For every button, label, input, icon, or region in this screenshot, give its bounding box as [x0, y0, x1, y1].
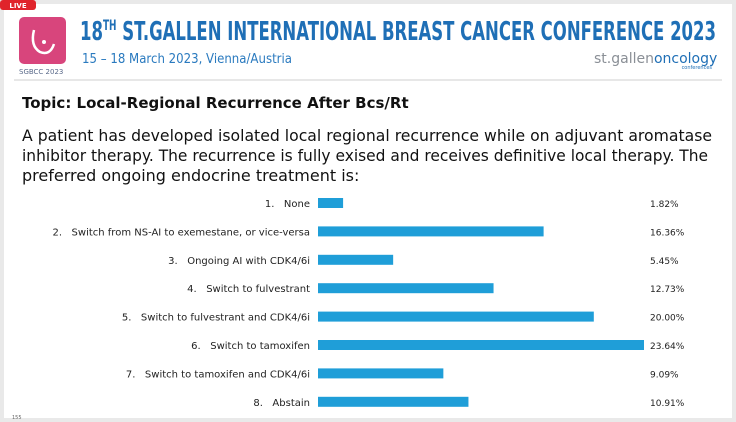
category-label: 2. Switch from NS-AI to exemestane, or v… — [52, 227, 310, 238]
bar — [318, 311, 594, 322]
logo-dot — [42, 40, 46, 44]
logo — [19, 17, 66, 64]
topic: Topic: Local-Regional Recurrence After B… — [22, 94, 409, 112]
category-label: 3. Ongoing AI with CDK4/6i — [168, 256, 310, 267]
title-rest: ST.GALLEN INTERNATIONAL BREAST CANCER CO… — [116, 17, 716, 47]
bar — [318, 198, 344, 208]
subtitle: 15 – 18 March 2023, Vienna/Austria — [82, 52, 292, 67]
value-label: 1.82% — [650, 200, 679, 210]
brand-b: oncology — [654, 51, 717, 67]
value-label: 9.09% — [650, 370, 679, 380]
title-number: 18 — [80, 17, 103, 47]
value-label: 5.45% — [650, 257, 679, 267]
value-label: 12.73% — [650, 285, 685, 295]
value-label: 10.91% — [650, 399, 685, 409]
logo-text: SGBCC 2023 — [19, 68, 63, 76]
bar — [318, 368, 444, 379]
bar — [318, 396, 469, 407]
title-sup: TH — [103, 18, 117, 34]
category-label: 6. Switch to tamoxifen — [191, 341, 310, 352]
live-badge — [0, 0, 36, 10]
question-line: inhibitor therapy. The recurrence is ful… — [22, 146, 708, 165]
value-label: 23.64% — [650, 342, 685, 352]
value-label: 20.00% — [650, 314, 685, 324]
question-line: preferred ongoing endocrine treatment is… — [22, 166, 359, 185]
bar — [318, 226, 544, 237]
brand-sub: conferences — [682, 65, 713, 71]
question-line: A patient has developed isolated local r… — [22, 126, 712, 145]
live-text: LIVE — [9, 2, 26, 10]
bar — [318, 283, 494, 294]
category-label: 5. Switch to fulvestrant and CDK4/6i — [122, 313, 310, 324]
category-label: 7. Switch to tamoxifen and CDK4/6i — [126, 369, 310, 380]
value-label: 16.36% — [650, 228, 685, 238]
brand: st.gallenoncology — [594, 51, 717, 67]
category-label: 4. Switch to fulvestrant — [187, 284, 310, 295]
category-label: 8. Abstain — [253, 398, 310, 409]
category-label: 1. None — [265, 199, 310, 210]
footer: 155 — [12, 415, 22, 421]
bar — [318, 340, 644, 350]
title: 18TH ST.GALLEN INTERNATIONAL BREAST CANC… — [80, 17, 716, 47]
bar — [318, 254, 394, 265]
logo-icon — [31, 29, 56, 55]
brand-a: st.gallen — [594, 51, 654, 67]
